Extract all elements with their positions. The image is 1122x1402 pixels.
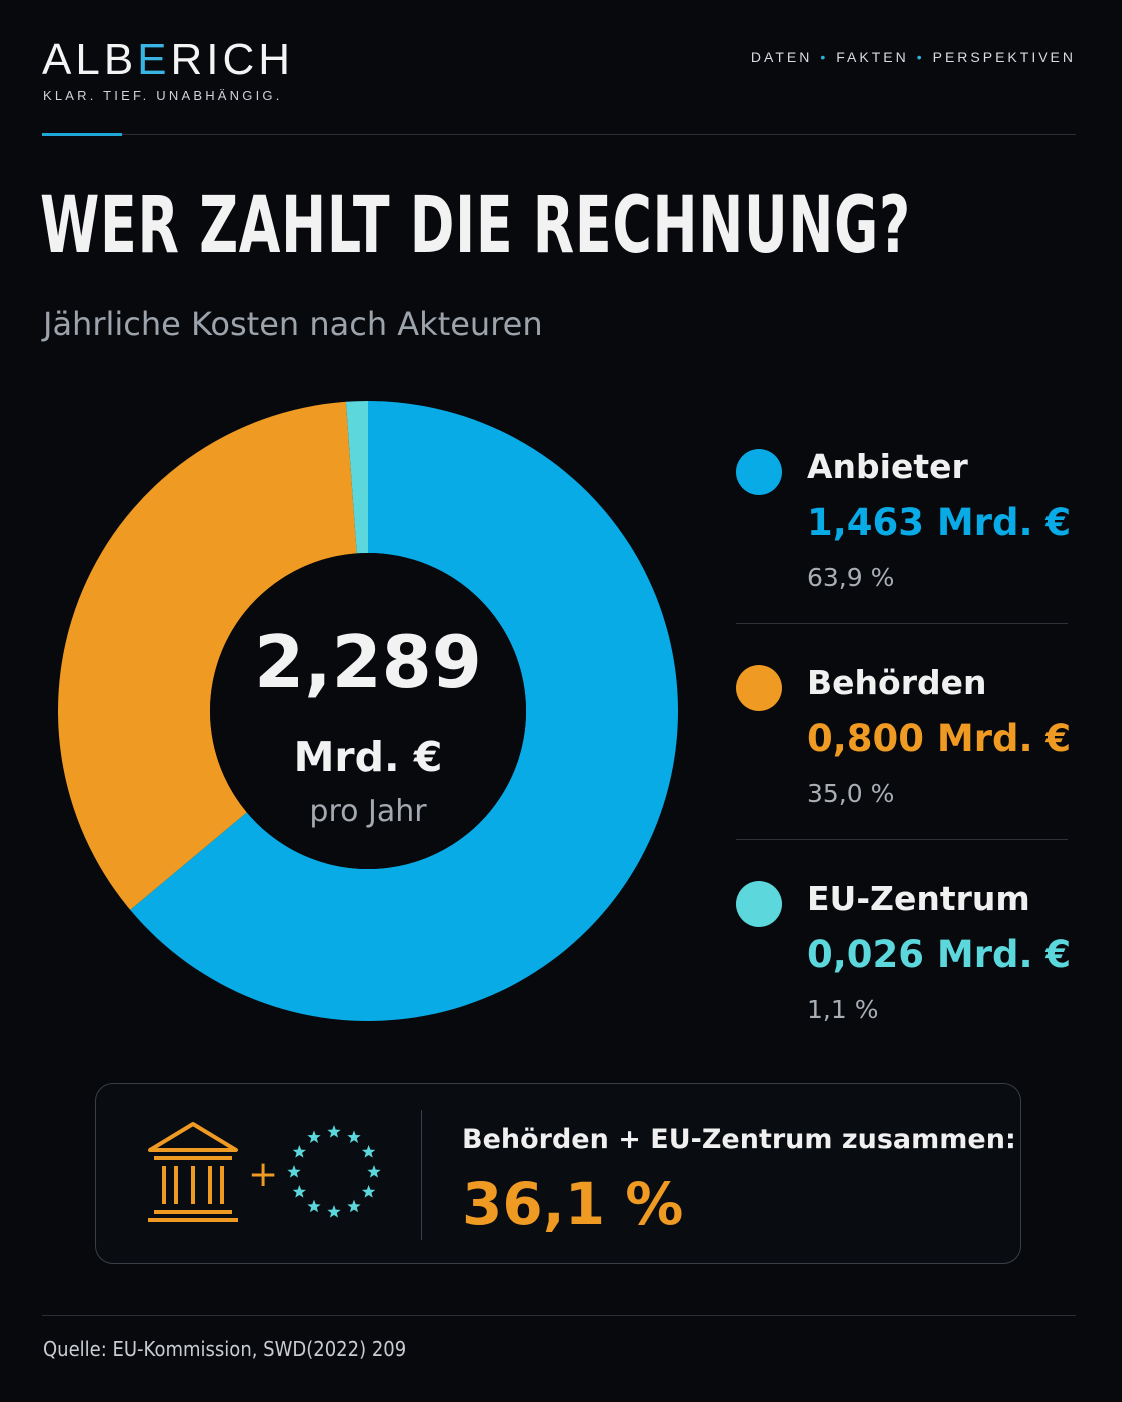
donut-chart: 2,289 Mrd. € pro Jahr [57, 401, 679, 1022]
government-building-icon [148, 1122, 238, 1222]
header-divider [42, 134, 1076, 135]
callout-text: Behörden + EU-Zentrum zusammen: [462, 1124, 1016, 1155]
top-nav: DATEN • FAKTEN • PERSPEKTIVEN [751, 49, 1076, 65]
legend-name: Behörden [807, 663, 987, 702]
legend-divider [736, 839, 1068, 840]
legend-item-behoerden: Behörden 0,800 Mrd. € 35,0 % [736, 657, 1072, 817]
footer-divider [42, 1315, 1076, 1316]
legend-item-anbieter: Anbieter 1,463 Mrd. € 63,9 % [736, 441, 1072, 601]
donut-hole [210, 553, 526, 869]
brand-tagline: KLAR. TIEF. UNABHÄNGIG. [43, 88, 283, 103]
center-total-unit: Mrd. € [294, 733, 443, 781]
legend-swatch [736, 881, 782, 927]
page-subtitle: Jährliche Kosten nach Akteuren [43, 305, 543, 343]
nav-separator: • [820, 49, 829, 65]
callout-value: 36,1 % [462, 1170, 684, 1238]
legend-percent: 1,1 % [807, 995, 879, 1024]
header-divider-accent [42, 133, 122, 136]
eu-star [292, 1145, 307, 1158]
donut-slice-anbieter [130, 401, 679, 1022]
brand-logo: ALBERICH [42, 36, 294, 84]
legend-amount: 0,800 Mrd. € [807, 717, 1072, 760]
nav-item-fakten: FAKTEN [836, 49, 909, 65]
legend-swatch [736, 665, 782, 711]
legend-swatch [736, 449, 782, 495]
legend-name: EU-Zentrum [807, 879, 1030, 918]
eu-star [307, 1199, 321, 1213]
callout-divider [421, 1110, 422, 1240]
donut-slice-behrden [57, 401, 357, 910]
brand-name-part1: ALB [42, 35, 138, 84]
eu-stars-icon [287, 1125, 381, 1218]
nav-item-perspektiven: PERSPEKTIVEN [932, 49, 1076, 65]
eu-star [292, 1185, 307, 1198]
page-title: WER ZAHLT DIE RECHNUNG? [40, 181, 911, 271]
eu-star [347, 1199, 361, 1213]
legend-amount: 0,026 Mrd. € [807, 933, 1072, 976]
eu-star [287, 1165, 301, 1178]
plus-sign: + [248, 1154, 279, 1195]
eu-star [327, 1205, 341, 1218]
legend-name: Anbieter [807, 447, 968, 486]
eu-star [347, 1130, 361, 1144]
eu-star [361, 1185, 376, 1198]
eu-star [327, 1125, 341, 1138]
donut-slices [57, 401, 679, 1022]
legend-divider [736, 623, 1068, 624]
eu-star [361, 1145, 376, 1158]
brand-name-accent: E [137, 35, 171, 84]
brand-name-part2: RICH [170, 35, 295, 84]
center-total-value: 2,289 [254, 620, 482, 704]
legend-item-eu-zentrum: EU-Zentrum 0,026 Mrd. € 1,1 % [736, 873, 1072, 1033]
donut-slice-euzentrum [345, 401, 368, 554]
eu-star [367, 1165, 381, 1178]
eu-star [307, 1130, 321, 1144]
summary-callout: + Behörden + EU-Zentrum zusammen: 36,1 % [95, 1083, 1021, 1264]
nav-separator: • [916, 49, 925, 65]
legend-percent: 35,0 % [807, 779, 895, 808]
legend-amount: 1,463 Mrd. € [807, 501, 1072, 544]
nav-item-daten: DATEN [750, 49, 813, 65]
legend-percent: 63,9 % [807, 563, 895, 592]
center-total-period: pro Jahr [309, 794, 427, 829]
source-note: Quelle: EU-Kommission, SWD(2022) 209 [43, 1337, 407, 1361]
